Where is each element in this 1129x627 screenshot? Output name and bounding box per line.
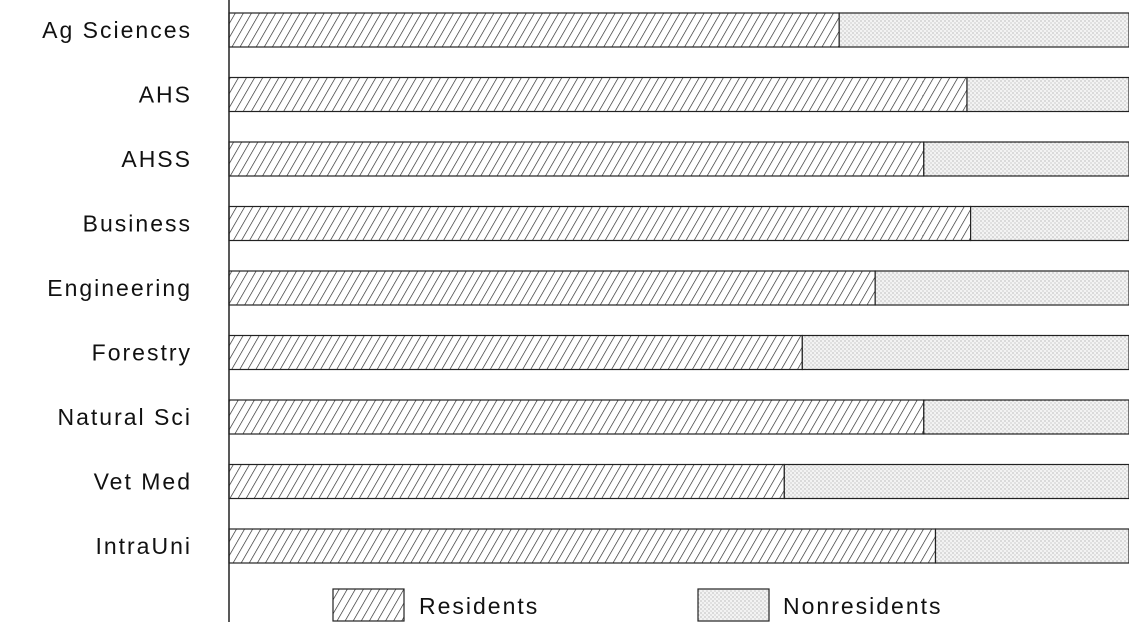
bar-ahss-nonresidents <box>924 142 1129 176</box>
category-label-vet-med: Vet Med <box>94 469 192 495</box>
legend-swatch-residents <box>333 589 404 621</box>
category-label-engineering: Engineering <box>47 275 192 301</box>
category-label-business: Business <box>83 211 192 237</box>
bar-ag-sciences-residents <box>229 13 839 47</box>
bar-ahss-residents <box>229 142 924 176</box>
bar-engineering-residents <box>229 271 875 305</box>
bar-intrauni-nonresidents <box>936 529 1129 563</box>
bar-vet-med-nonresidents <box>784 465 1129 499</box>
legend-swatch-nonresidents <box>698 589 769 621</box>
bar-natural-sci-nonresidents <box>924 400 1129 434</box>
bar-vet-med-residents <box>229 465 784 499</box>
bar-forestry-residents <box>229 336 802 370</box>
bar-ahs-nonresidents <box>967 78 1129 112</box>
bar-natural-sci-residents <box>229 400 924 434</box>
bar-ahs-residents <box>229 78 967 112</box>
bar-intrauni-residents <box>229 529 936 563</box>
bar-engineering-nonresidents <box>875 271 1129 305</box>
bar-ag-sciences-nonresidents <box>839 13 1129 47</box>
category-label-ahss: AHSS <box>121 146 192 172</box>
category-label-intrauni: IntraUni <box>95 533 192 559</box>
bar-business-nonresidents <box>971 207 1129 241</box>
legend-label-residents: Residents <box>419 593 539 619</box>
category-label-forestry: Forestry <box>92 340 192 366</box>
category-label-ahs: AHS <box>139 82 192 108</box>
bar-business-residents <box>229 207 971 241</box>
category-label-natural-sci: Natural Sci <box>58 404 192 430</box>
legend: Residents Nonresidents <box>333 589 943 621</box>
bar-forestry-nonresidents <box>802 336 1129 370</box>
category-label-ag-sciences: Ag Sciences <box>42 17 192 43</box>
legend-label-nonresidents: Nonresidents <box>783 593 943 619</box>
